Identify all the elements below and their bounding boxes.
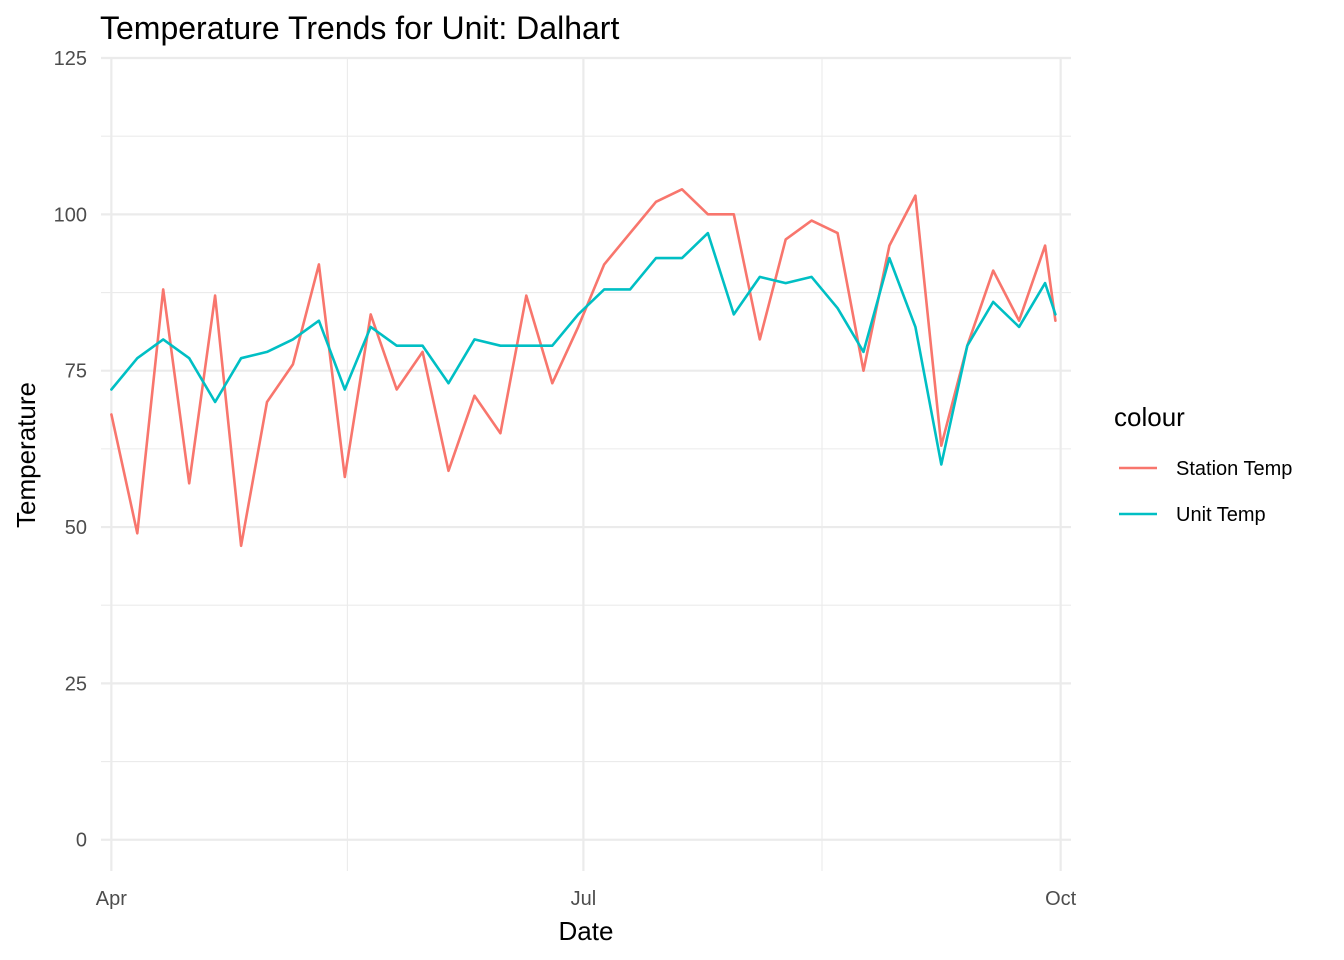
grid-layer <box>101 56 1071 871</box>
y-axis-title: Temperature <box>11 382 41 528</box>
y-tick-label: 100 <box>54 204 87 226</box>
x-tick-label: Oct <box>1045 888 1077 910</box>
series-layer <box>110 188 1057 548</box>
x-axis-ticks: Apr Jul Oct <box>96 888 1077 910</box>
x-tick-label: Jul <box>571 888 597 910</box>
y-tick-label: 0 <box>76 830 87 852</box>
y-tick-label: 125 <box>54 48 87 70</box>
y-axis-ticks: 0 25 50 75 100 125 <box>54 48 87 852</box>
legend: colour Station Temp Unit Temp <box>1114 402 1292 526</box>
x-axis-title: Date <box>559 916 614 946</box>
chart-title: Temperature Trends for Unit: Dalhart <box>100 10 619 46</box>
legend-title: colour <box>1114 402 1185 432</box>
y-tick-label: 50 <box>65 517 87 539</box>
y-tick-label: 25 <box>65 673 87 695</box>
legend-label-unit-temp: Unit Temp <box>1176 504 1266 526</box>
y-tick-label: 75 <box>65 361 87 383</box>
x-tick-label: Apr <box>96 888 127 910</box>
legend-label-station-temp: Station Temp <box>1176 458 1292 480</box>
series-line-station-temp <box>110 188 1057 548</box>
series-line-unit-temp <box>110 231 1057 466</box>
legend-items: Station Temp Unit Temp <box>1119 458 1292 526</box>
